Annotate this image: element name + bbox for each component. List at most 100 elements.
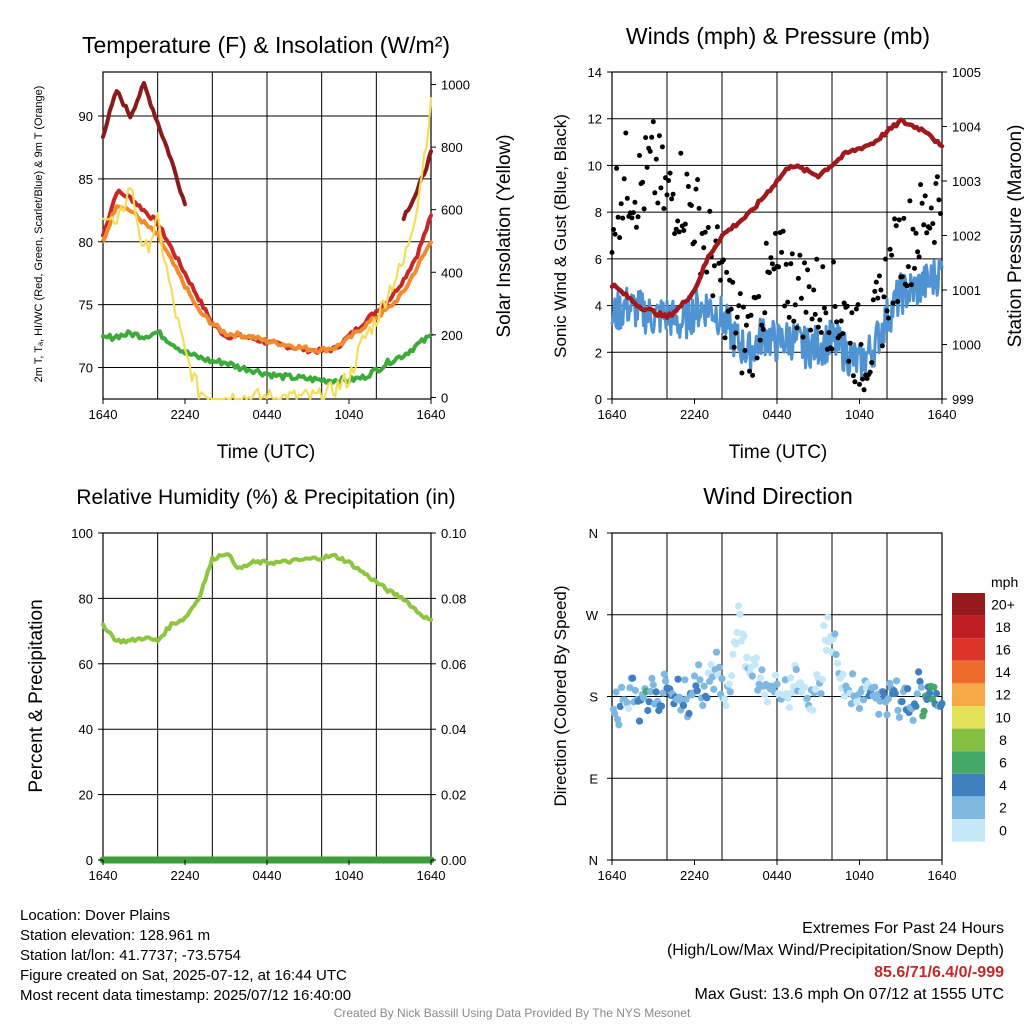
direction-point <box>615 721 623 729</box>
gust-point <box>867 369 873 375</box>
gust-point <box>934 174 940 180</box>
gust-point <box>850 373 856 379</box>
gust-point <box>704 269 710 275</box>
direction-point <box>773 680 781 688</box>
legend-swatch <box>952 660 985 684</box>
gust-point <box>653 156 659 162</box>
gust-point <box>844 303 850 309</box>
y-tick-label-left: N <box>589 526 598 541</box>
x-tick-label: 1640 <box>928 407 957 422</box>
direction-point <box>784 694 792 702</box>
gust-point <box>873 279 879 285</box>
gust-point <box>849 310 855 316</box>
gust-point <box>930 221 936 227</box>
gust-point <box>742 348 748 353</box>
direction-point <box>754 686 762 694</box>
gust-point <box>794 325 800 331</box>
gust-point <box>864 376 870 381</box>
y-tick-label-right: 200 <box>441 328 463 343</box>
x-tick-label: 0440 <box>763 407 792 422</box>
gust-point <box>931 240 937 245</box>
legend-label: 6 <box>999 755 1007 771</box>
y-tick-label-left: E <box>589 771 598 786</box>
direction-point <box>855 704 864 713</box>
gust-point <box>915 249 921 255</box>
gust-point <box>664 192 670 198</box>
gust-point <box>675 218 681 224</box>
gust-point <box>682 221 688 227</box>
direction-point <box>895 713 904 722</box>
legend-title: mph <box>991 574 1018 590</box>
gust-point <box>834 319 840 325</box>
gust-point <box>649 134 655 140</box>
gust-point <box>785 299 791 305</box>
direction-point <box>917 683 926 691</box>
series-pressure <box>609 117 945 321</box>
gust-point <box>669 196 675 202</box>
gust-point <box>666 178 671 183</box>
gust-point <box>886 315 891 321</box>
legend-swatch <box>952 638 985 661</box>
direction-point <box>618 683 626 692</box>
y-tick-label-right: 0.04 <box>441 722 466 737</box>
y-tick-label-right: 0.06 <box>441 657 466 672</box>
gust-point <box>656 133 662 139</box>
gust-point <box>692 239 697 245</box>
gust-point <box>760 327 766 332</box>
y-tick-label-left: 0 <box>595 392 602 407</box>
gust-point <box>896 217 902 223</box>
direction-point <box>662 677 670 685</box>
x-tick-label: 1640 <box>89 407 118 422</box>
direction-point <box>781 676 789 684</box>
gust-point <box>889 252 895 258</box>
gust-point <box>852 379 858 385</box>
direction-point <box>743 653 751 662</box>
direction-point <box>721 695 729 703</box>
legend-swatch <box>952 773 985 797</box>
winds-panel: Winds (mph) & Pressure (mb) Sonic Wind &… <box>551 23 1024 463</box>
gust-point <box>743 322 749 328</box>
gust-point <box>817 317 823 323</box>
direction-point <box>875 710 883 718</box>
gust-point <box>893 223 899 229</box>
direction-point <box>904 685 912 693</box>
gust-point <box>840 331 846 337</box>
direction-point <box>715 663 723 672</box>
gust-point <box>831 259 836 265</box>
y-tick-label-left: 4 <box>595 299 602 314</box>
direction-point <box>832 650 840 659</box>
gust-point <box>754 355 760 361</box>
direction-point <box>894 706 902 715</box>
gust-point <box>912 265 917 271</box>
gust-point <box>736 303 742 309</box>
gust-point <box>640 179 646 185</box>
direction-point <box>756 674 765 682</box>
direction-point <box>682 695 690 703</box>
direction-point <box>898 698 906 706</box>
gust-point <box>858 342 864 347</box>
gust-point <box>750 372 756 378</box>
gust-point <box>872 288 878 294</box>
gust-point <box>722 335 728 341</box>
station-info: Location: Dover Plains Station elevation… <box>20 906 351 1006</box>
gust-point <box>705 225 711 230</box>
direction-point <box>736 610 744 618</box>
gust-point <box>739 370 745 376</box>
y-tick-label-left: S <box>589 690 598 705</box>
x-tick-label: 1640 <box>598 868 627 883</box>
direction-point <box>616 702 624 711</box>
gust-point <box>733 330 739 336</box>
direction-point <box>920 707 928 715</box>
gust-point <box>922 193 928 199</box>
station-latlon: Station lat/lon: 41.7737; -73.5754 <box>20 947 242 964</box>
gust-point <box>779 249 785 255</box>
direction-point <box>803 694 811 702</box>
x-tick-label: 0440 <box>253 407 282 422</box>
humidity-ylabel-left: Percent & Precipitation <box>26 599 47 792</box>
gust-point <box>815 324 821 330</box>
max-gust: Max Gust: 13.6 mph On 07/12 at 1555 UTC <box>694 986 1005 1003</box>
gust-point <box>776 264 781 270</box>
y-tick-label-left: 20 <box>79 788 93 803</box>
gust-point <box>812 311 818 317</box>
